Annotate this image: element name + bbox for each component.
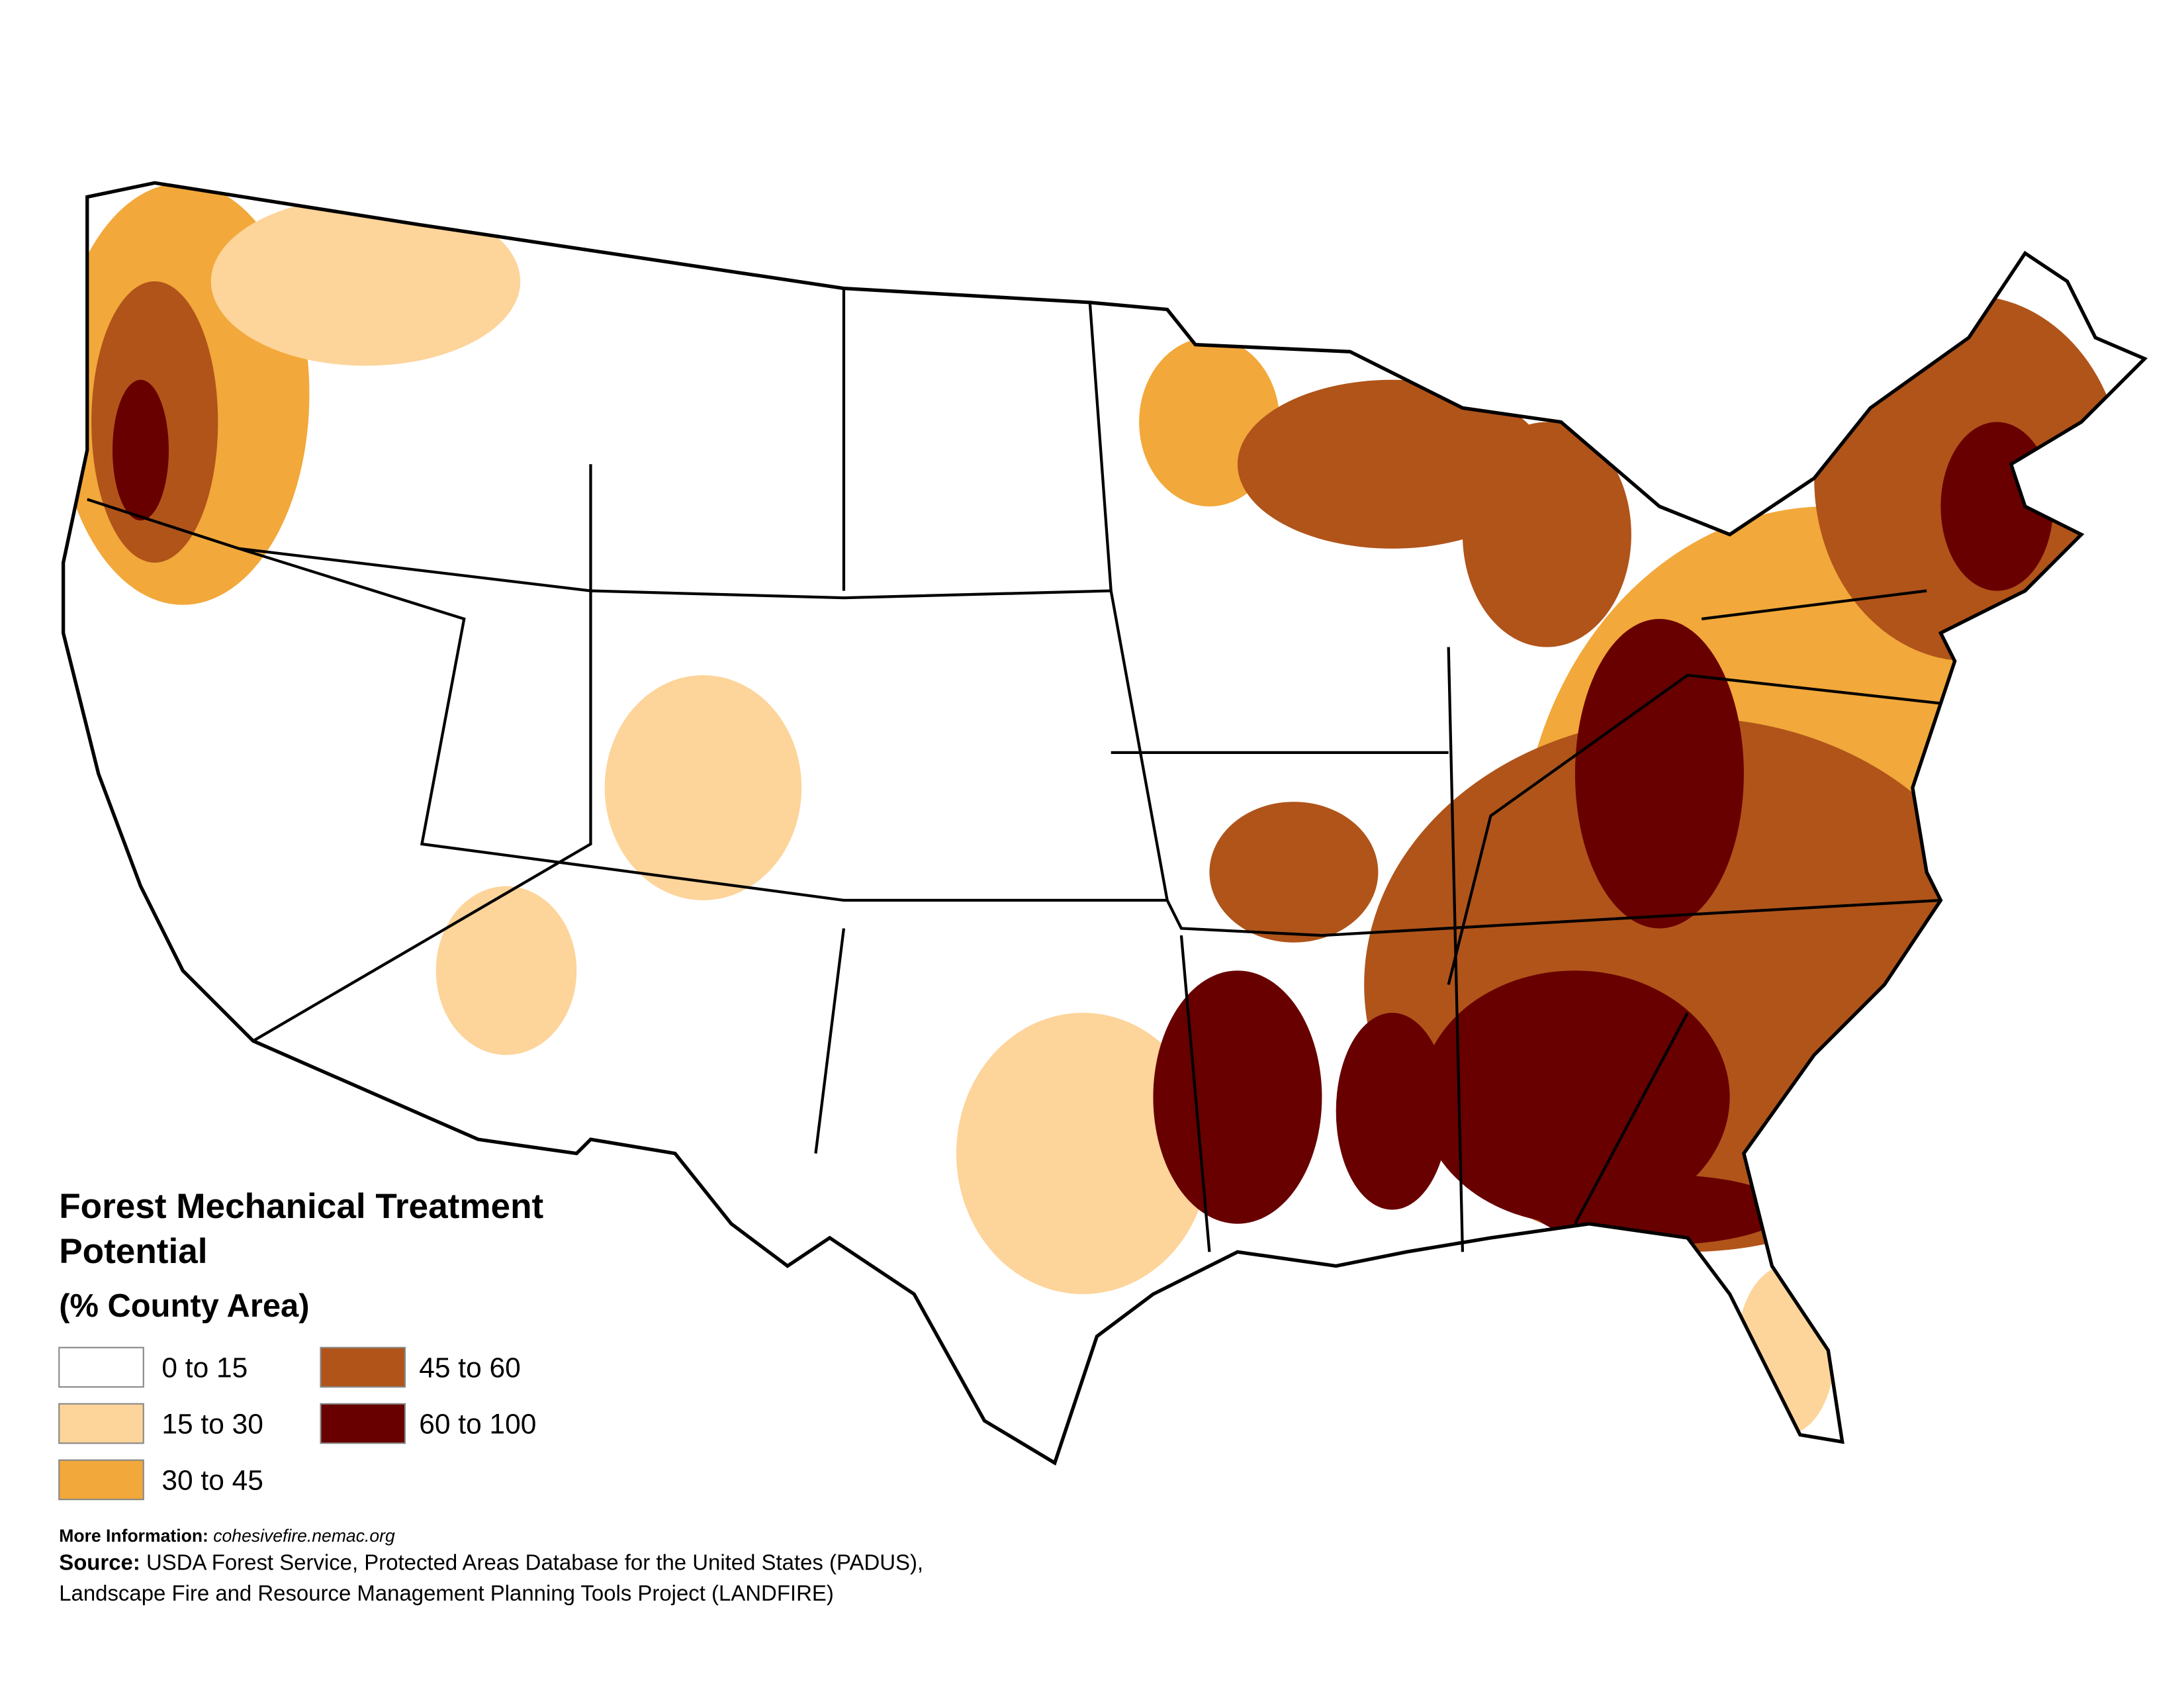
legend-swatch <box>58 1459 144 1501</box>
source-text: Landscape Fire and Resource Management P… <box>59 1581 834 1605</box>
state-borders <box>87 288 1941 1252</box>
legend-label: 15 to 30 <box>161 1409 263 1440</box>
legend-swatch <box>58 1403 144 1444</box>
legend: 0 to 15 15 to 30 30 to 45 45 to 60 60 to 100 <box>58 1346 536 1501</box>
more-info: More Information: cohesivefire.nemac.org <box>59 1526 395 1546</box>
legend-subtitle: (% County Area) <box>59 1288 309 1324</box>
legend-swatch <box>320 1403 406 1444</box>
legend-label: 30 to 45 <box>161 1465 263 1496</box>
source-text: USDA Forest Service, Protected Areas Dat… <box>146 1550 923 1574</box>
us-border <box>61 181 2148 1466</box>
legend-label: 60 to 100 <box>419 1409 536 1440</box>
source: Source: USDA Forest Service, Protected A… <box>59 1550 923 1574</box>
legend-swatch <box>58 1346 144 1388</box>
legend-label: 0 to 15 <box>161 1352 248 1383</box>
more-info-label: More Information: <box>59 1526 208 1546</box>
legend-title: Forest Mechanical Treatment <box>59 1187 543 1226</box>
legend-title: Potential <box>59 1232 207 1271</box>
legend-label: 45 to 60 <box>419 1352 521 1383</box>
more-info-url: cohesivefire.nemac.org <box>213 1526 395 1546</box>
legend-swatch <box>320 1346 406 1388</box>
source-label: Source: <box>59 1550 140 1574</box>
